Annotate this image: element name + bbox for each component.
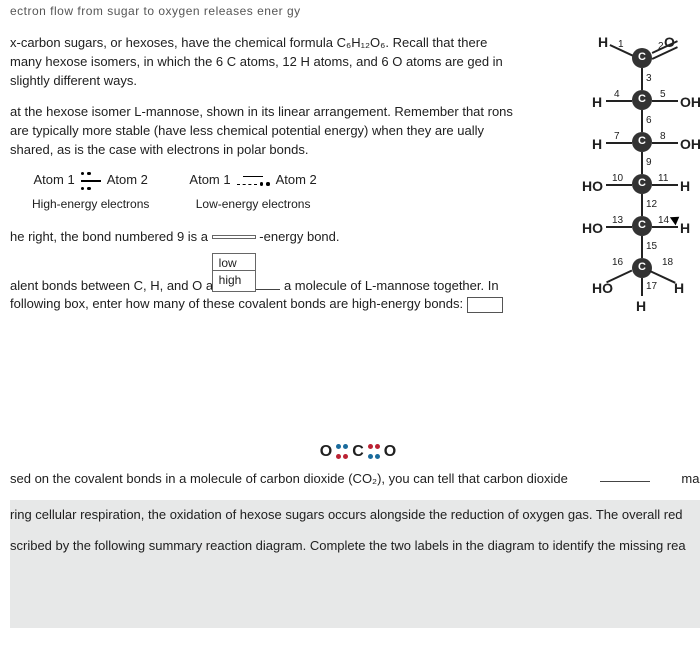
num-16: 16: [612, 256, 623, 271]
co2-sentence: sed on the covalent bonds in a molecule …: [10, 470, 700, 489]
line3a-text: he right, the bond numbered 9 is a: [10, 229, 208, 244]
HO-r5: HO: [582, 218, 603, 238]
line4-text: alent bonds between C, H, and O at: [10, 278, 217, 293]
carbon-4: C: [632, 174, 652, 194]
carbon-3: C: [632, 132, 652, 152]
low-energy-block: Atom 1 Atom 2 Low-energy electrons: [189, 171, 316, 213]
num-15: 15: [646, 240, 657, 255]
carbon-6: C: [632, 258, 652, 278]
mannose-structure: H O 1 C 2 3 H 4 C 5 OH 6: [536, 34, 700, 414]
num-4: 4: [614, 88, 620, 103]
num-1: 1: [618, 38, 624, 53]
bond-15: [641, 236, 643, 258]
fill-line-1: he right, the bond numbered 9 is a low h…: [10, 228, 518, 247]
cursor-icon: [672, 214, 684, 230]
H-bot-r: H: [674, 278, 684, 298]
low-energy-bond-icon: [237, 176, 270, 186]
atom2-label-2: Atom 2: [276, 171, 317, 190]
intro-paragraph-2: at the hexose isomer L-mannose, shown in…: [10, 103, 518, 160]
count-input[interactable]: [467, 297, 503, 313]
atom1-label: Atom 1: [34, 171, 75, 190]
num-10: 10: [612, 172, 623, 187]
page-surface: ectron flow from sugar to oxygen release…: [0, 0, 700, 668]
fill-line-2: alent bonds between C, H, and O at a mol…: [10, 277, 518, 315]
atom1-label-2: Atom 1: [189, 171, 230, 190]
num-17: 17: [646, 280, 657, 295]
high-energy-label: High-energy electrons: [32, 196, 149, 213]
right-column: H O 1 C 2 3 H 4 C 5 OH 6: [536, 34, 700, 414]
num-3: 3: [646, 72, 652, 87]
num-6: 6: [646, 114, 652, 129]
header-fragment: ectron flow from sugar to oxygen release…: [10, 3, 700, 20]
H-r3: H: [592, 134, 602, 154]
co2-blank[interactable]: [600, 470, 650, 482]
line5-text: following box, enter how many of these c…: [10, 296, 463, 311]
num-18: 18: [662, 256, 673, 271]
num-12: 12: [646, 198, 657, 213]
dropdown-option-high[interactable]: high: [212, 270, 256, 291]
bond-3: [641, 68, 643, 90]
num-5: 5: [660, 88, 666, 103]
num-14: 14: [658, 214, 669, 229]
carbon-5: C: [632, 216, 652, 236]
line3b-text: -energy bond.: [259, 229, 339, 244]
HO-bot: HO: [592, 278, 613, 298]
OH-r2: OH: [680, 92, 700, 112]
co2-tail: mak: [681, 470, 700, 489]
two-column-layout: x-carbon sugars, or hexoses, have the ch…: [10, 34, 700, 414]
atom2-label: Atom 2: [107, 171, 148, 190]
HO-r4: HO: [582, 176, 603, 196]
bond-17: [641, 278, 643, 296]
carbon-2: C: [632, 90, 652, 110]
electron-diagram-row: Atom 1 Atom 2 High-energy electrons Atom…: [32, 171, 518, 213]
bond-9: [641, 152, 643, 174]
num-11: 11: [658, 172, 668, 187]
num-2: 2: [658, 40, 664, 55]
H-r2: H: [592, 92, 602, 112]
H-bot: H: [636, 296, 646, 316]
num-9: 9: [646, 156, 652, 171]
bond-12: [641, 194, 643, 216]
OH-r3: OH: [680, 134, 700, 154]
left-column: x-carbon sugars, or hexoses, have the ch…: [10, 34, 518, 414]
co2-text: sed on the covalent bonds in a molecule …: [10, 470, 568, 489]
high-energy-block: Atom 1 Atom 2 High-energy electrons: [32, 171, 149, 213]
num-8: 8: [660, 130, 666, 145]
shade-line-1: ring cellular respiration, the oxidation…: [10, 506, 700, 525]
bond-6: [641, 110, 643, 132]
line4b-text: a molecule of L-mannose together. In: [284, 278, 499, 293]
num-13: 13: [612, 214, 623, 229]
num-7: 7: [614, 130, 620, 145]
energy-dropdown[interactable]: low high: [212, 235, 256, 239]
high-energy-bond-icon: [81, 172, 101, 191]
shaded-section: ring cellular respiration, the oxidation…: [10, 500, 700, 628]
shade-line-2: scribed by the following summary reactio…: [10, 537, 700, 556]
intro-paragraph-1: x-carbon sugars, or hexoses, have the ch…: [10, 34, 518, 91]
top-H: H: [598, 32, 608, 52]
low-energy-label: Low-energy electrons: [189, 196, 316, 213]
H-r4: H: [680, 176, 690, 196]
co2-lewis-structure: O C O: [10, 440, 700, 463]
carbon-1: C: [632, 48, 652, 68]
